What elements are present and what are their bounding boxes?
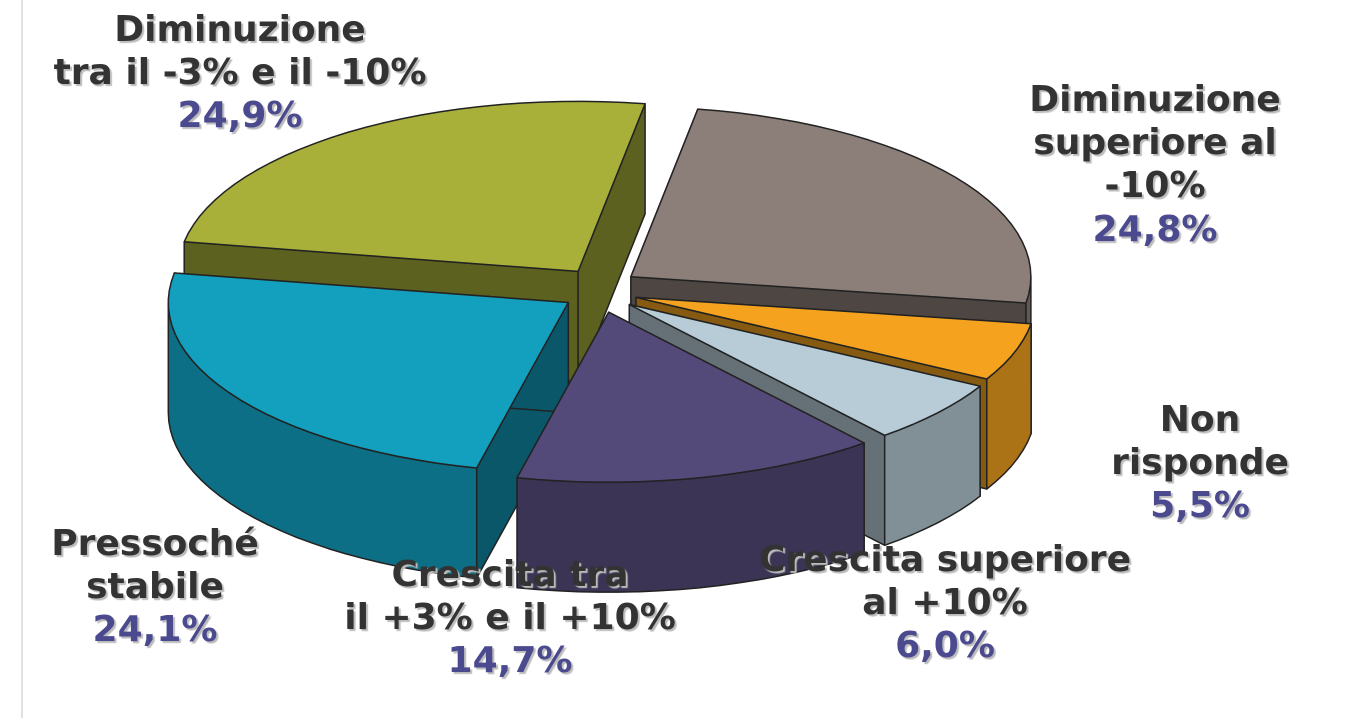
slice-label: Crescita superiore al +10% 6,0% bbox=[759, 538, 1131, 668]
slice-top bbox=[516, 311, 865, 483]
category-label: Crescita tra il +3% e il +10% bbox=[344, 554, 676, 639]
slice-label: Diminuzione tra il -3% e il -10% 24,9% bbox=[54, 8, 427, 138]
slice-top bbox=[167, 272, 570, 469]
slice bbox=[167, 272, 570, 579]
category-label: Diminuzione tra il -3% e il -10% bbox=[53, 9, 427, 94]
value-label: 24,1% bbox=[92, 609, 218, 651]
slice-top bbox=[628, 303, 981, 437]
value-label: 24,8% bbox=[1092, 208, 1218, 250]
slice-label: Crescita tra il +3% e il +10% 14,7% bbox=[344, 553, 676, 683]
slice-label: Diminuzione superiore al -10% 24,8% bbox=[1029, 78, 1280, 251]
slice-top bbox=[630, 108, 1032, 304]
category-label: Pressoché stabile bbox=[51, 523, 259, 608]
value-label: 14,7% bbox=[447, 640, 573, 682]
category-label: Crescita superiore al +10% bbox=[759, 539, 1131, 624]
value-label: 6,0% bbox=[895, 625, 995, 667]
category-label: Diminuzione superiore al -10% bbox=[1029, 79, 1281, 207]
slice-label: Pressoché stabile 24,1% bbox=[51, 522, 259, 652]
slice-label: Non risponde 5,5% bbox=[1111, 398, 1289, 528]
value-label: 24,9% bbox=[177, 95, 303, 137]
slice-top bbox=[183, 100, 646, 273]
slice bbox=[516, 311, 865, 593]
value-label: 5,5% bbox=[1150, 485, 1250, 527]
slice-top bbox=[635, 296, 1032, 380]
category-label: Non risponde bbox=[1111, 399, 1289, 484]
